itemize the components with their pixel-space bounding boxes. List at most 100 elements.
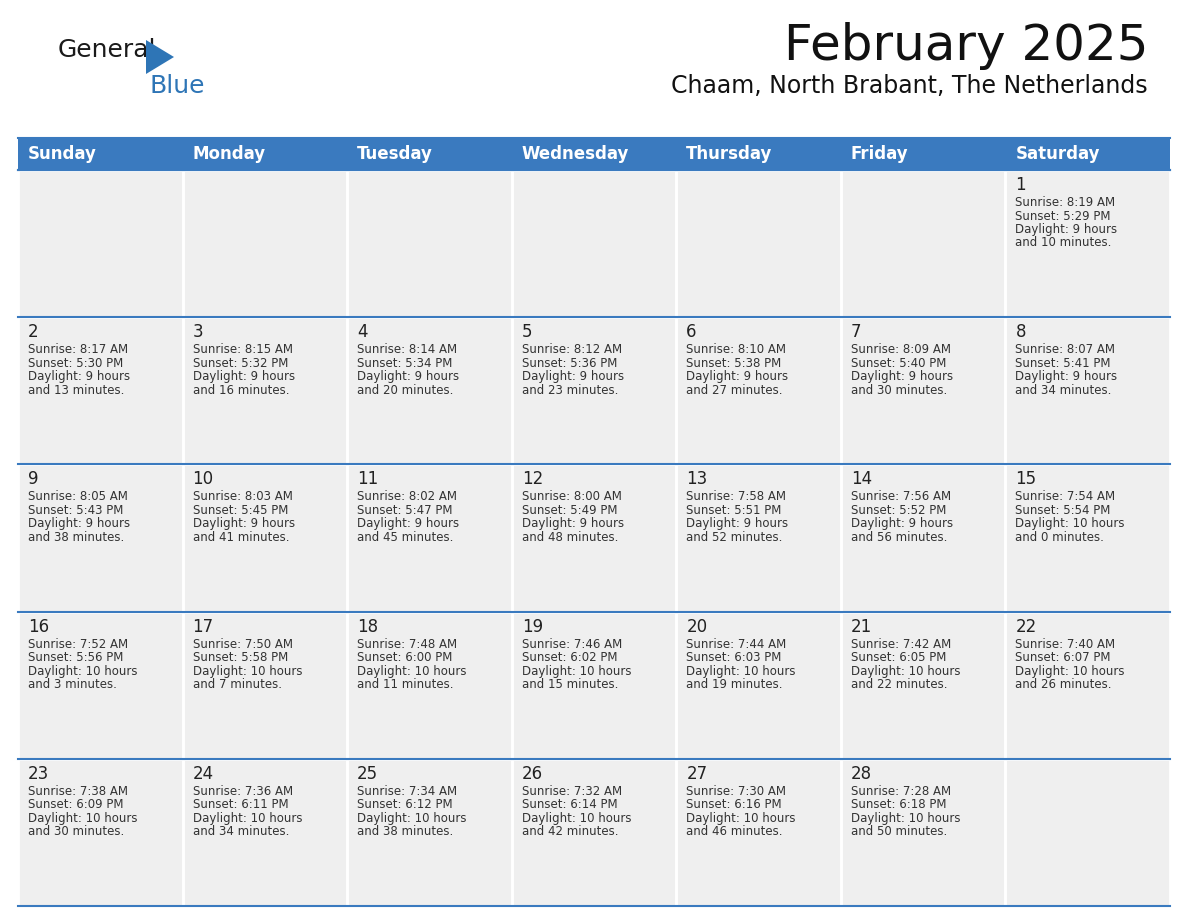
Text: General: General	[58, 38, 157, 62]
Text: 5: 5	[522, 323, 532, 341]
Text: 23: 23	[29, 765, 49, 783]
Text: Sunrise: 8:10 AM: Sunrise: 8:10 AM	[687, 343, 786, 356]
Text: 17: 17	[192, 618, 214, 635]
Text: Sunrise: 8:03 AM: Sunrise: 8:03 AM	[192, 490, 292, 503]
FancyBboxPatch shape	[512, 318, 676, 465]
Text: 24: 24	[192, 765, 214, 783]
Text: 6: 6	[687, 323, 697, 341]
Text: and 23 minutes.: and 23 minutes.	[522, 384, 618, 397]
Text: and 34 minutes.: and 34 minutes.	[1016, 384, 1112, 397]
Text: and 38 minutes.: and 38 minutes.	[358, 825, 454, 838]
Text: and 30 minutes.: and 30 minutes.	[29, 825, 125, 838]
Text: and 26 minutes.: and 26 minutes.	[1016, 678, 1112, 691]
Text: Daylight: 10 hours: Daylight: 10 hours	[687, 665, 796, 677]
Text: and 11 minutes.: and 11 minutes.	[358, 678, 454, 691]
Text: 18: 18	[358, 618, 378, 635]
FancyBboxPatch shape	[1005, 318, 1170, 465]
Text: Sunset: 6:05 PM: Sunset: 6:05 PM	[851, 651, 946, 664]
Text: Sunrise: 7:44 AM: Sunrise: 7:44 AM	[687, 638, 786, 651]
Text: and 13 minutes.: and 13 minutes.	[29, 384, 125, 397]
Text: Sunrise: 7:56 AM: Sunrise: 7:56 AM	[851, 490, 950, 503]
Text: Sunrise: 8:05 AM: Sunrise: 8:05 AM	[29, 490, 128, 503]
Text: Sunrise: 8:00 AM: Sunrise: 8:00 AM	[522, 490, 621, 503]
Text: Sunset: 5:47 PM: Sunset: 5:47 PM	[358, 504, 453, 517]
Text: Daylight: 9 hours: Daylight: 9 hours	[29, 370, 131, 383]
Text: Sunset: 6:02 PM: Sunset: 6:02 PM	[522, 651, 618, 664]
Text: Daylight: 10 hours: Daylight: 10 hours	[192, 812, 302, 824]
FancyBboxPatch shape	[512, 611, 676, 759]
FancyBboxPatch shape	[676, 465, 841, 611]
Text: and 42 minutes.: and 42 minutes.	[522, 825, 618, 838]
Text: and 22 minutes.: and 22 minutes.	[851, 678, 947, 691]
Text: 27: 27	[687, 765, 707, 783]
Text: Sunset: 6:12 PM: Sunset: 6:12 PM	[358, 799, 453, 812]
Text: Sunset: 6:03 PM: Sunset: 6:03 PM	[687, 651, 782, 664]
Text: Sunset: 6:09 PM: Sunset: 6:09 PM	[29, 799, 124, 812]
FancyBboxPatch shape	[841, 318, 1005, 465]
Text: and 41 minutes.: and 41 minutes.	[192, 531, 289, 543]
Text: 20: 20	[687, 618, 707, 635]
Text: Daylight: 10 hours: Daylight: 10 hours	[1016, 518, 1125, 531]
Text: Daylight: 9 hours: Daylight: 9 hours	[358, 370, 460, 383]
Text: Daylight: 10 hours: Daylight: 10 hours	[851, 665, 960, 677]
Text: and 15 minutes.: and 15 minutes.	[522, 678, 618, 691]
Text: Sunset: 5:54 PM: Sunset: 5:54 PM	[1016, 504, 1111, 517]
FancyBboxPatch shape	[183, 318, 347, 465]
FancyBboxPatch shape	[676, 170, 841, 318]
Text: Daylight: 10 hours: Daylight: 10 hours	[29, 665, 138, 677]
Text: and 45 minutes.: and 45 minutes.	[358, 531, 454, 543]
Text: Saturday: Saturday	[1016, 145, 1100, 163]
Text: Monday: Monday	[192, 145, 266, 163]
Text: 16: 16	[29, 618, 49, 635]
Text: and 16 minutes.: and 16 minutes.	[192, 384, 289, 397]
Text: Sunrise: 7:52 AM: Sunrise: 7:52 AM	[29, 638, 128, 651]
Text: Sunrise: 7:34 AM: Sunrise: 7:34 AM	[358, 785, 457, 798]
Text: Daylight: 9 hours: Daylight: 9 hours	[1016, 223, 1118, 236]
Text: Wednesday: Wednesday	[522, 145, 630, 163]
Text: Sunset: 5:43 PM: Sunset: 5:43 PM	[29, 504, 124, 517]
FancyBboxPatch shape	[841, 170, 1005, 318]
Text: Sunset: 6:16 PM: Sunset: 6:16 PM	[687, 799, 782, 812]
Text: Sunrise: 7:38 AM: Sunrise: 7:38 AM	[29, 785, 128, 798]
Text: 3: 3	[192, 323, 203, 341]
FancyBboxPatch shape	[347, 170, 512, 318]
Text: Sunset: 5:30 PM: Sunset: 5:30 PM	[29, 357, 124, 370]
Text: and 7 minutes.: and 7 minutes.	[192, 678, 282, 691]
Text: Sunrise: 8:17 AM: Sunrise: 8:17 AM	[29, 343, 128, 356]
FancyBboxPatch shape	[183, 611, 347, 759]
Text: 11: 11	[358, 470, 379, 488]
FancyBboxPatch shape	[347, 465, 512, 611]
Text: Sunset: 5:38 PM: Sunset: 5:38 PM	[687, 357, 782, 370]
Text: 22: 22	[1016, 618, 1037, 635]
Text: Chaam, North Brabant, The Netherlands: Chaam, North Brabant, The Netherlands	[671, 74, 1148, 98]
Text: Sunrise: 7:28 AM: Sunrise: 7:28 AM	[851, 785, 950, 798]
Text: Daylight: 10 hours: Daylight: 10 hours	[522, 665, 631, 677]
Text: Daylight: 10 hours: Daylight: 10 hours	[522, 812, 631, 824]
Text: Sunrise: 8:14 AM: Sunrise: 8:14 AM	[358, 343, 457, 356]
Text: 9: 9	[29, 470, 38, 488]
Text: Daylight: 9 hours: Daylight: 9 hours	[851, 370, 953, 383]
Text: and 30 minutes.: and 30 minutes.	[851, 384, 947, 397]
FancyBboxPatch shape	[676, 611, 841, 759]
Text: February 2025: February 2025	[784, 22, 1148, 70]
Text: 15: 15	[1016, 470, 1037, 488]
FancyBboxPatch shape	[676, 759, 841, 906]
Text: and 19 minutes.: and 19 minutes.	[687, 678, 783, 691]
Text: Friday: Friday	[851, 145, 909, 163]
Text: Daylight: 10 hours: Daylight: 10 hours	[687, 812, 796, 824]
Text: Sunset: 6:00 PM: Sunset: 6:00 PM	[358, 651, 453, 664]
Text: Daylight: 10 hours: Daylight: 10 hours	[29, 812, 138, 824]
Text: Sunrise: 7:40 AM: Sunrise: 7:40 AM	[1016, 638, 1116, 651]
Text: Sunrise: 8:12 AM: Sunrise: 8:12 AM	[522, 343, 621, 356]
Text: Daylight: 9 hours: Daylight: 9 hours	[29, 518, 131, 531]
FancyBboxPatch shape	[18, 318, 183, 465]
FancyBboxPatch shape	[183, 759, 347, 906]
Text: Blue: Blue	[148, 74, 204, 98]
Text: Thursday: Thursday	[687, 145, 772, 163]
Text: Sunday: Sunday	[29, 145, 97, 163]
Text: Daylight: 9 hours: Daylight: 9 hours	[687, 518, 789, 531]
Text: Sunrise: 7:36 AM: Sunrise: 7:36 AM	[192, 785, 292, 798]
FancyBboxPatch shape	[18, 170, 183, 318]
FancyBboxPatch shape	[18, 611, 183, 759]
Text: Sunrise: 7:46 AM: Sunrise: 7:46 AM	[522, 638, 623, 651]
